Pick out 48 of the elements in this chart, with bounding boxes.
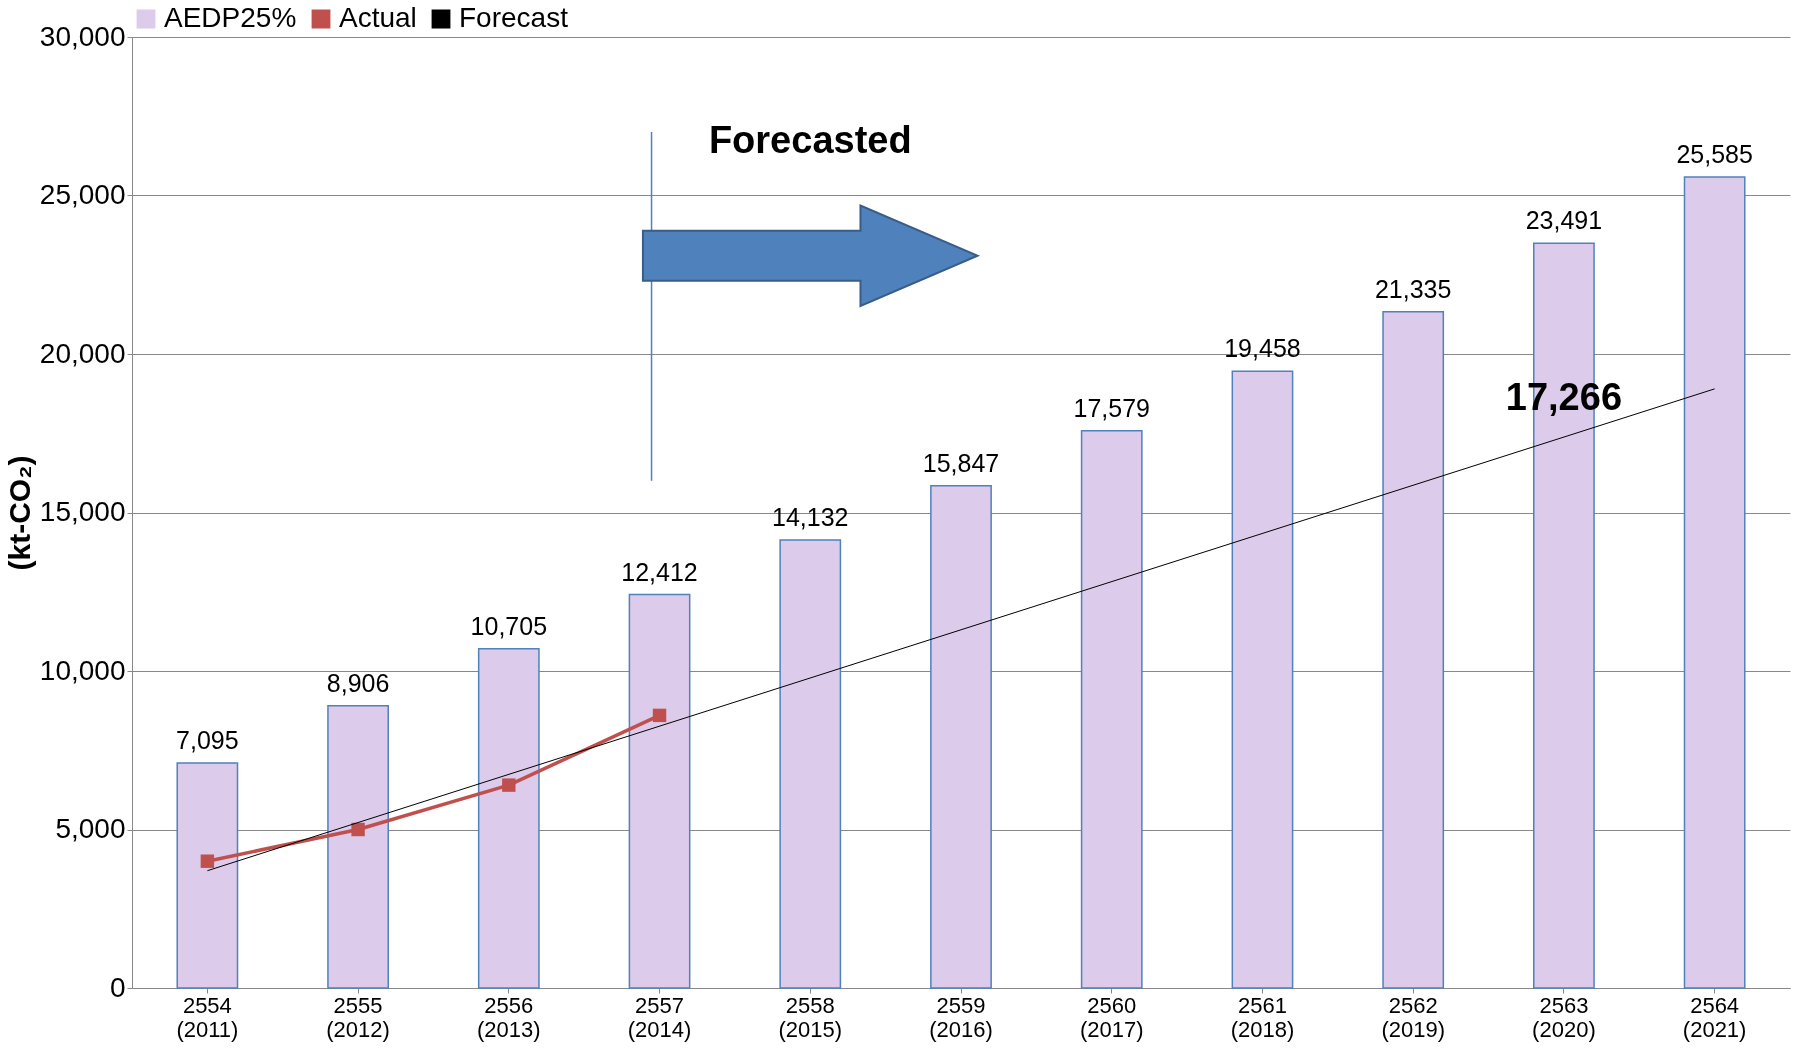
legend-label: Actual xyxy=(339,2,417,33)
bar xyxy=(628,593,691,989)
x-tick-label: 2557 (2014) xyxy=(627,992,692,1042)
legend-label: AEDP25% xyxy=(164,2,297,33)
data-label: 21,335 xyxy=(1374,274,1452,303)
bar xyxy=(779,539,842,989)
y-axis-title: (kt-CO₂) xyxy=(2,455,36,571)
bar xyxy=(327,704,389,989)
y-tick-label: 20,000 xyxy=(39,337,126,369)
data-label: 12,412 xyxy=(621,557,698,586)
point xyxy=(351,822,365,837)
x-tick-label: 2558 (2015) xyxy=(778,992,843,1042)
y-tick-label: 10,000 xyxy=(39,654,126,686)
data-label: 8,906 xyxy=(326,668,390,697)
bar xyxy=(1231,370,1294,989)
y-tick-label: 30,000 xyxy=(39,20,126,52)
x-tick-label: 2564 (2021) xyxy=(1682,992,1747,1042)
data-label: 23,491 xyxy=(1525,206,1603,235)
point xyxy=(502,778,516,792)
data-label: 10,705 xyxy=(470,611,548,640)
bar xyxy=(176,762,239,989)
y-tick-label: 5,000 xyxy=(55,813,126,844)
x-tick-label: 2554 (2011) xyxy=(176,992,239,1042)
bar xyxy=(1683,176,1746,989)
y-tick-label: 15,000 xyxy=(39,496,126,527)
x-tick-label: 2563 (2020) xyxy=(1532,992,1596,1042)
y-tick-label: 25,000 xyxy=(39,179,126,210)
bar xyxy=(477,647,540,989)
x-tick-label: 2555 (2012) xyxy=(326,992,390,1042)
annotation: Forecasted xyxy=(708,118,912,161)
data-label: 14,132 xyxy=(772,503,849,532)
y-tick-label: 0 xyxy=(109,971,126,1003)
data-label: 17,579 xyxy=(1073,393,1150,422)
bar xyxy=(1080,430,1143,989)
legend-label: Forecast xyxy=(459,2,569,33)
x-tick-label: 2559 (2016) xyxy=(929,992,993,1042)
bar xyxy=(930,484,992,989)
x-tick-label: 2556 (2013) xyxy=(477,992,541,1042)
x-tick-label: 2561 (2018) xyxy=(1230,992,1295,1042)
data-label: 15,847 xyxy=(922,448,1000,477)
point xyxy=(652,708,667,723)
x-tick-label: 2560 (2017) xyxy=(1079,992,1144,1042)
data-label: 7,095 xyxy=(176,726,239,755)
data-label: 19,458 xyxy=(1224,334,1301,363)
point xyxy=(200,854,215,868)
x-tick-label: 2562 (2019) xyxy=(1381,992,1445,1042)
bar xyxy=(1382,310,1445,989)
data-label: 25,585 xyxy=(1676,139,1753,168)
